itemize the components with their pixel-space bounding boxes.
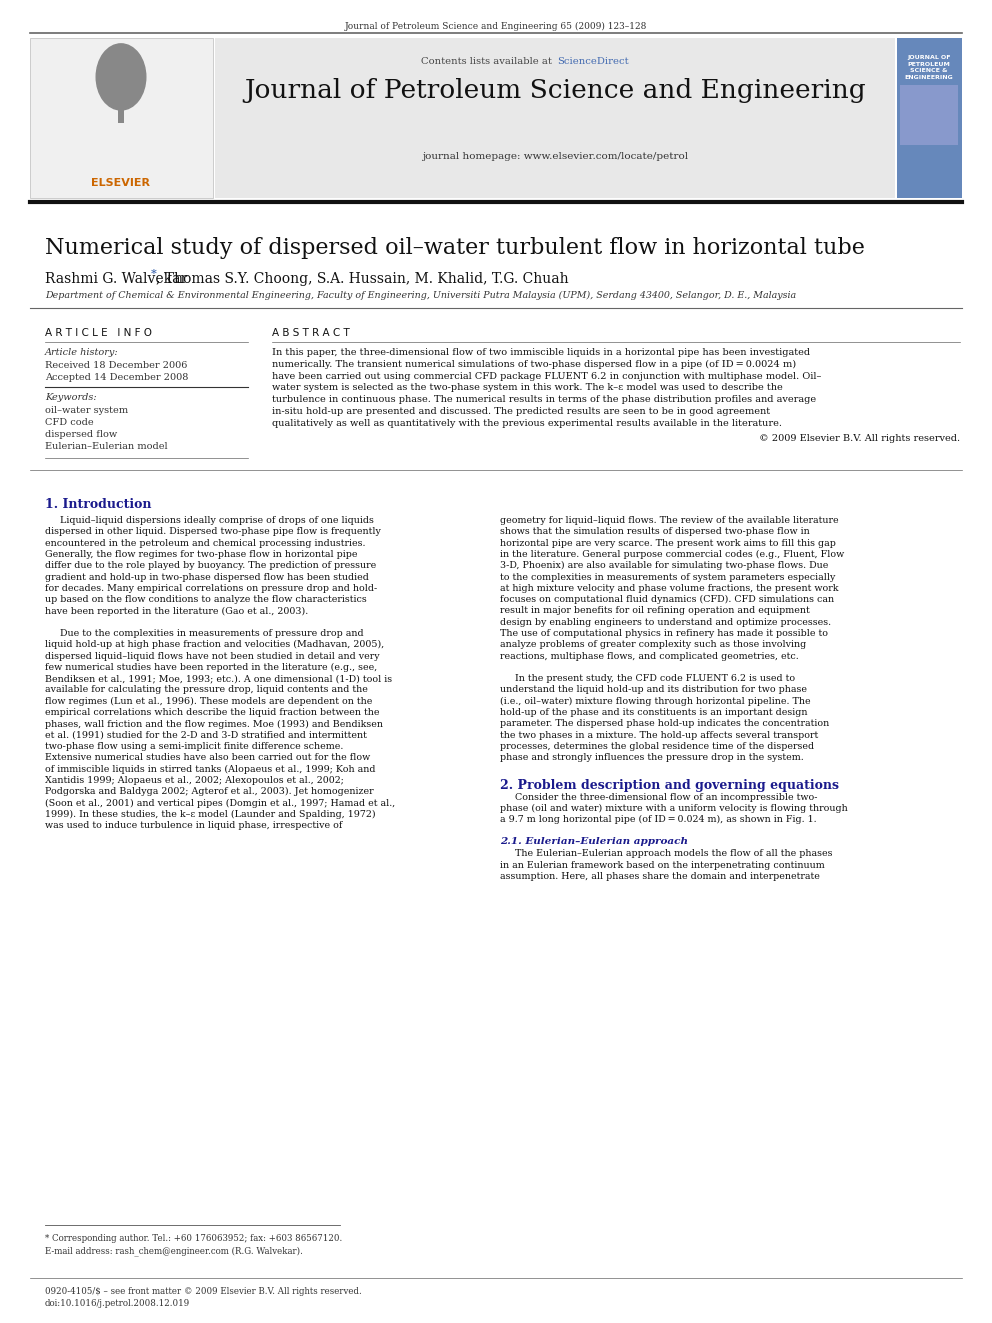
Text: 2. Problem description and governing equations: 2. Problem description and governing equ… (500, 779, 839, 791)
Text: A R T I C L E   I N F O: A R T I C L E I N F O (45, 328, 152, 337)
Text: at high mixture velocity and phase volume fractions, the present work: at high mixture velocity and phase volum… (500, 583, 838, 593)
Text: Journal of Petroleum Science and Engineering: Journal of Petroleum Science and Enginee… (244, 78, 866, 103)
Text: Keywords:: Keywords: (45, 393, 96, 402)
Text: *: * (151, 269, 157, 279)
Text: The Eulerian–Eulerian approach models the flow of all the phases: The Eulerian–Eulerian approach models th… (500, 849, 832, 859)
Circle shape (96, 44, 146, 110)
Text: dispersed in other liquid. Dispersed two-phase pipe flow is frequently: dispersed in other liquid. Dispersed two… (45, 528, 381, 536)
Text: phases, wall friction and the flow regimes. Moe (1993) and Bendiksen: phases, wall friction and the flow regim… (45, 720, 383, 729)
Bar (30, 38, 213, 198)
Text: in an Eulerian framework based on the interpenetrating continuum: in an Eulerian framework based on the in… (500, 861, 824, 869)
Text: geometry for liquid–liquid flows. The review of the available literature: geometry for liquid–liquid flows. The re… (500, 516, 838, 525)
Text: doi:10.1016/j.petrol.2008.12.019: doi:10.1016/j.petrol.2008.12.019 (45, 1299, 190, 1308)
Text: a 9.7 m long horizontal pipe (of ID = 0.024 m), as shown in Fig. 1.: a 9.7 m long horizontal pipe (of ID = 0.… (500, 815, 816, 824)
Text: et al. (1991) studied for the 2-D and 3-D stratified and intermittent: et al. (1991) studied for the 2-D and 3-… (45, 730, 367, 740)
Text: Bendiksen et al., 1991; Moe, 1993; etc.). A one dimensional (1-D) tool is: Bendiksen et al., 1991; Moe, 1993; etc.)… (45, 675, 392, 683)
Text: Department of Chemical & Environmental Engineering, Faculty of Engineering, Univ: Department of Chemical & Environmental E… (45, 291, 797, 300)
Text: the two phases in a mixture. The hold-up affects several transport: the two phases in a mixture. The hold-up… (500, 730, 818, 740)
Text: few numerical studies have been reported in the literature (e.g., see,: few numerical studies have been reported… (45, 663, 377, 672)
Text: in the literature. General purpose commercial codes (e.g., Fluent, Flow: in the literature. General purpose comme… (500, 550, 844, 560)
Text: Liquid–liquid dispersions ideally comprise of drops of one liquids: Liquid–liquid dispersions ideally compri… (45, 516, 374, 525)
Bar (897, 38, 962, 198)
Text: Rashmi G. Walvekar: Rashmi G. Walvekar (45, 273, 191, 286)
Text: hold-up of the phase and its constituents is an important design: hold-up of the phase and its constituent… (500, 708, 807, 717)
Text: Accepted 14 December 2008: Accepted 14 December 2008 (45, 373, 188, 382)
Text: 2.1. Eulerian–Eulerian approach: 2.1. Eulerian–Eulerian approach (500, 836, 688, 845)
Text: up based on the flow conditions to analyze the flow characteristics: up based on the flow conditions to analy… (45, 595, 367, 605)
Text: flow regimes (Lun et al., 1996). These models are dependent on the: flow regimes (Lun et al., 1996). These m… (45, 697, 372, 706)
Text: parameter. The dispersed phase hold-up indicates the concentration: parameter. The dispersed phase hold-up i… (500, 720, 829, 729)
Bar (118, 77, 124, 123)
Text: journal homepage: www.elsevier.com/locate/petrol: journal homepage: www.elsevier.com/locat… (422, 152, 688, 161)
Text: In the present study, the CFD code FLUENT 6.2 is used to: In the present study, the CFD code FLUEN… (500, 675, 796, 683)
Bar (215, 38, 895, 198)
Text: 0920-4105/$ – see front matter © 2009 Elsevier B.V. All rights reserved.: 0920-4105/$ – see front matter © 2009 El… (45, 1287, 362, 1297)
Text: * Corresponding author. Tel.: +60 176063952; fax: +603 86567120.: * Corresponding author. Tel.: +60 176063… (45, 1234, 342, 1244)
Text: © 2009 Elsevier B.V. All rights reserved.: © 2009 Elsevier B.V. All rights reserved… (759, 434, 960, 443)
Text: oil–water system: oil–water system (45, 406, 128, 415)
Text: have been reported in the literature (Gao et al., 2003).: have been reported in the literature (Ga… (45, 606, 309, 615)
Text: numerically. The transient numerical simulations of two-phase dispersed flow in : numerically. The transient numerical sim… (272, 360, 797, 369)
Text: phase and strongly influences the pressure drop in the system.: phase and strongly influences the pressu… (500, 753, 804, 762)
Text: JOURNAL OF
PETROLEUM
SCIENCE &
ENGINEERING: JOURNAL OF PETROLEUM SCIENCE & ENGINEERI… (905, 56, 953, 79)
Text: Generally, the flow regimes for two-phase flow in horizontal pipe: Generally, the flow regimes for two-phas… (45, 550, 357, 558)
Text: gradient and hold-up in two-phase dispersed flow has been studied: gradient and hold-up in two-phase disper… (45, 573, 369, 582)
Text: In this paper, the three-dimensional flow of two immiscible liquids in a horizon: In this paper, the three-dimensional flo… (272, 348, 810, 357)
Text: encountered in the petroleum and chemical processing industries.: encountered in the petroleum and chemica… (45, 538, 365, 548)
Text: horizontal pipe are very scarce. The present work aims to fill this gap: horizontal pipe are very scarce. The pre… (500, 538, 836, 548)
Text: Eulerian–Eulerian model: Eulerian–Eulerian model (45, 442, 168, 451)
Text: result in major benefits for oil refining operation and equipment: result in major benefits for oil refinin… (500, 606, 809, 615)
Text: (i.e., oil–water) mixture flowing through horizontal pipeline. The: (i.e., oil–water) mixture flowing throug… (500, 697, 810, 706)
Text: 3-D, Phoenix) are also available for simulating two-phase flows. Due: 3-D, Phoenix) are also available for sim… (500, 561, 828, 570)
Text: dispersed flow: dispersed flow (45, 430, 117, 439)
Text: , Thomas S.Y. Choong, S.A. Hussain, M. Khalid, T.G. Chuah: , Thomas S.Y. Choong, S.A. Hussain, M. K… (157, 273, 569, 286)
Text: dispersed liquid–liquid flows have not been studied in detail and very: dispersed liquid–liquid flows have not b… (45, 652, 380, 660)
Text: of immiscible liquids in stirred tanks (Alopaeus et al., 1999; Koh and: of immiscible liquids in stirred tanks (… (45, 765, 376, 774)
Text: 1. Introduction: 1. Introduction (45, 497, 152, 511)
Text: to the complexities in measurements of system parameters especially: to the complexities in measurements of s… (500, 573, 835, 582)
Text: in-situ hold-up are presented and discussed. The predicted results are seen to b: in-situ hold-up are presented and discus… (272, 407, 770, 415)
Text: shows that the simulation results of dispersed two-phase flow in: shows that the simulation results of dis… (500, 528, 809, 536)
Text: turbulence in continuous phase. The numerical results in terms of the phase dist: turbulence in continuous phase. The nume… (272, 396, 816, 405)
Text: Numerical study of dispersed oil–water turbulent flow in horizontal tube: Numerical study of dispersed oil–water t… (45, 237, 865, 259)
Text: A B S T R A C T: A B S T R A C T (272, 328, 350, 337)
Text: design by enabling engineers to understand and optimize processes.: design by enabling engineers to understa… (500, 618, 831, 627)
Text: ELSEVIER: ELSEVIER (91, 179, 151, 188)
Text: Extensive numerical studies have also been carried out for the flow: Extensive numerical studies have also be… (45, 753, 370, 762)
Text: focuses on computational fluid dynamics (CFD). CFD simulations can: focuses on computational fluid dynamics … (500, 595, 834, 605)
Text: Podgorska and Baldyga 2002; Agterof et al., 2003). Jet homogenizer: Podgorska and Baldyga 2002; Agterof et a… (45, 787, 374, 796)
Text: water system is selected as the two-phase system in this work. The k–ε model was: water system is selected as the two-phas… (272, 384, 783, 393)
Text: Article history:: Article history: (45, 348, 119, 357)
Text: available for calculating the pressure drop, liquid contents and the: available for calculating the pressure d… (45, 685, 368, 695)
Text: Consider the three-dimensional flow of an incompressible two-: Consider the three-dimensional flow of a… (500, 792, 817, 802)
Text: qualitatively as well as quantitatively with the previous experimental results a: qualitatively as well as quantitatively … (272, 419, 782, 427)
Text: CFD code: CFD code (45, 418, 93, 427)
Text: ScienceDirect: ScienceDirect (557, 57, 629, 66)
Text: for decades. Many empirical correlations on pressure drop and hold-: for decades. Many empirical correlations… (45, 583, 377, 593)
Text: reactions, multiphase flows, and complicated geometries, etc.: reactions, multiphase flows, and complic… (500, 652, 799, 660)
Text: E-mail address: rash_chem@engineer.com (R.G. Walvekar).: E-mail address: rash_chem@engineer.com (… (45, 1246, 303, 1256)
Text: Contents lists available at: Contents lists available at (421, 57, 555, 66)
Text: was used to induce turbulence in liquid phase, irrespective of: was used to induce turbulence in liquid … (45, 822, 342, 830)
Text: analyze problems of greater complexity such as those involving: analyze problems of greater complexity s… (500, 640, 806, 650)
Text: The use of computational physics in refinery has made it possible to: The use of computational physics in refi… (500, 628, 828, 638)
Text: phase (oil and water) mixture with a uniform velocity is flowing through: phase (oil and water) mixture with a uni… (500, 804, 848, 814)
Text: understand the liquid hold-up and its distribution for two phase: understand the liquid hold-up and its di… (500, 685, 807, 695)
Text: two-phase flow using a semi-implicit finite difference scheme.: two-phase flow using a semi-implicit fin… (45, 742, 343, 751)
Text: assumption. Here, all phases share the domain and interpenetrate: assumption. Here, all phases share the d… (500, 872, 819, 881)
Text: empirical correlations which describe the liquid fraction between the: empirical correlations which describe th… (45, 708, 380, 717)
Text: 1999). In these studies, the k–ε model (Launder and Spalding, 1972): 1999). In these studies, the k–ε model (… (45, 810, 376, 819)
Text: Xantidis 1999; Alopaeus et al., 2002; Alexopoulos et al., 2002;: Xantidis 1999; Alopaeus et al., 2002; Al… (45, 775, 344, 785)
Text: liquid hold-up at high phase fraction and velocities (Madhavan, 2005),: liquid hold-up at high phase fraction an… (45, 640, 384, 650)
Text: have been carried out using commercial CFD package FLUENT 6.2 in conjunction wit: have been carried out using commercial C… (272, 372, 821, 381)
Text: (Soon et al., 2001) and vertical pipes (Domgin et al., 1997; Hamad et al.,: (Soon et al., 2001) and vertical pipes (… (45, 799, 395, 807)
Bar (900, 85, 958, 146)
Text: Journal of Petroleum Science and Engineering 65 (2009) 123–128: Journal of Petroleum Science and Enginee… (345, 22, 647, 32)
Text: processes, determines the global residence time of the dispersed: processes, determines the global residen… (500, 742, 814, 751)
Text: Due to the complexities in measurements of pressure drop and: Due to the complexities in measurements … (45, 628, 364, 638)
Text: Received 18 December 2006: Received 18 December 2006 (45, 361, 187, 370)
Text: differ due to the role played by buoyancy. The prediction of pressure: differ due to the role played by buoyanc… (45, 561, 376, 570)
